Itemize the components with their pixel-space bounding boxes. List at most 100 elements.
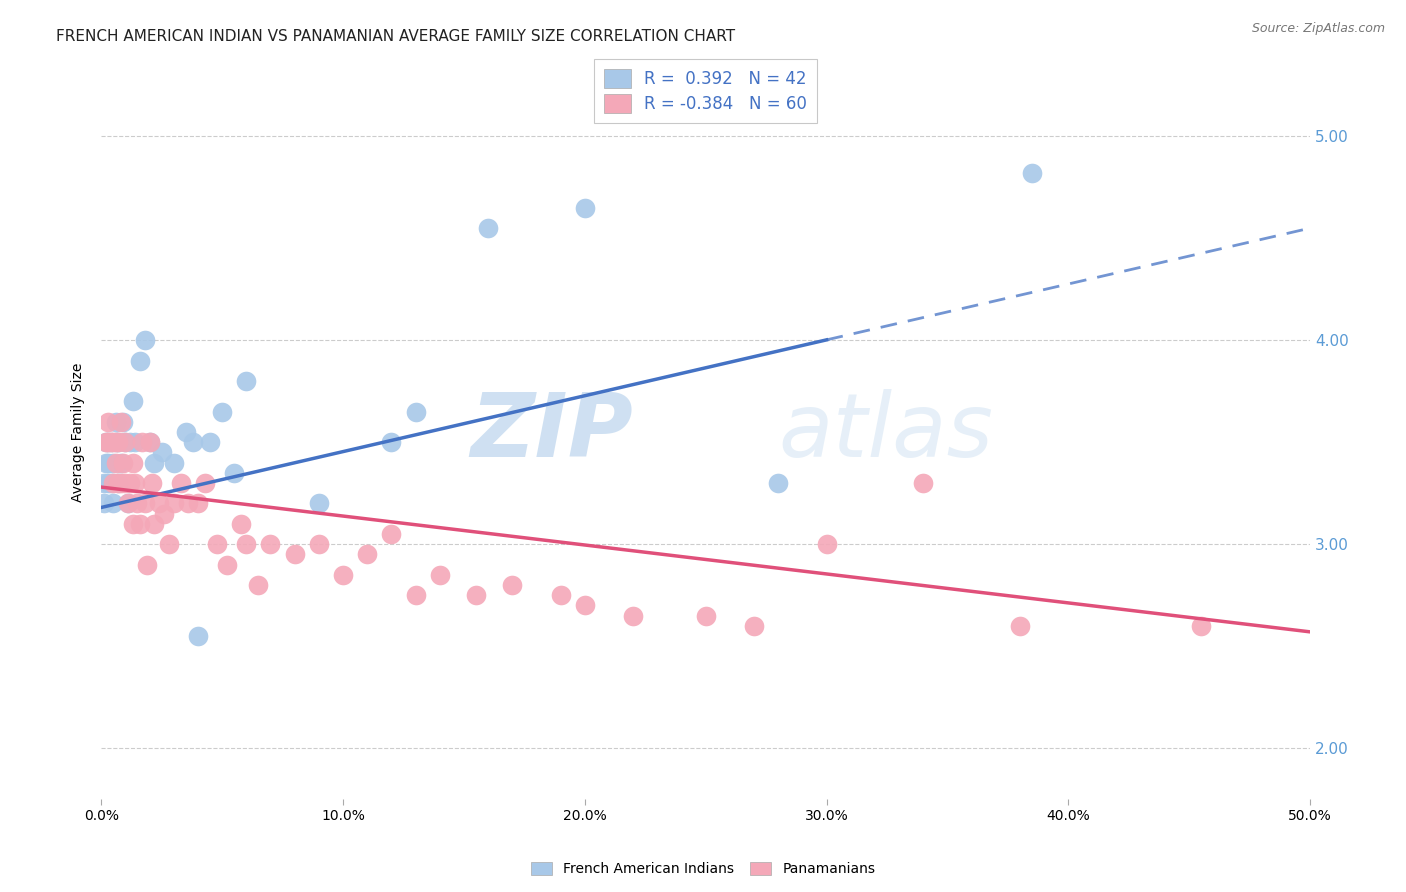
Point (224, 466, 246, 480)
Point (1021, 166, 1043, 180)
Point (110, 415, 132, 429)
Point (100, 435, 122, 450)
Point (148, 496, 170, 510)
Point (127, 496, 149, 510)
Point (100, 475, 122, 490)
Point (177, 496, 200, 510)
Point (1189, 619, 1212, 633)
Text: ZIP: ZIP (471, 389, 633, 475)
Point (110, 456, 132, 470)
Point (111, 456, 134, 470)
Point (97, 435, 120, 450)
Point (134, 333, 156, 347)
Point (104, 456, 127, 470)
Point (107, 435, 129, 450)
Text: atlas: atlas (778, 389, 993, 475)
Point (120, 435, 142, 450)
Point (163, 496, 186, 510)
Point (121, 456, 143, 470)
Point (477, 221, 499, 235)
Point (138, 435, 160, 450)
Point (107, 435, 129, 450)
Point (163, 456, 186, 470)
Point (100, 435, 122, 450)
Point (121, 394, 143, 409)
Point (103, 496, 125, 510)
Point (107, 475, 129, 490)
Point (131, 435, 153, 450)
Point (104, 435, 127, 450)
Point (103, 435, 125, 450)
Point (231, 516, 253, 531)
Point (117, 496, 139, 510)
Point (574, 201, 596, 215)
Point (1008, 619, 1031, 633)
Point (501, 578, 523, 592)
Point (97, 415, 120, 429)
Y-axis label: Average Family Size: Average Family Size (72, 362, 86, 501)
Point (198, 435, 221, 450)
Point (103, 475, 125, 490)
Text: FRENCH AMERICAN INDIAN VS PANAMANIAN AVERAGE FAMILY SIZE CORRELATION CHART: FRENCH AMERICAN INDIAN VS PANAMANIAN AVE… (56, 29, 735, 45)
Point (114, 475, 136, 490)
Point (356, 547, 378, 561)
Point (97, 435, 120, 450)
Point (104, 435, 127, 450)
Point (128, 353, 150, 368)
Point (157, 537, 180, 551)
Legend: French American Indians, Panamanians: French American Indians, Panamanians (527, 858, 879, 880)
Point (247, 578, 270, 592)
Point (107, 475, 129, 490)
Text: Source: ZipAtlas.com: Source: ZipAtlas.com (1251, 22, 1385, 36)
Point (235, 537, 257, 551)
Point (114, 435, 136, 450)
Point (766, 475, 789, 490)
Point (124, 475, 146, 490)
Point (405, 588, 427, 602)
Point (121, 516, 143, 531)
Point (308, 537, 330, 551)
Point (136, 558, 159, 572)
Point (211, 404, 233, 418)
Point (187, 496, 209, 510)
Point (912, 475, 935, 490)
Point (332, 567, 354, 582)
Point (141, 475, 163, 490)
Point (93, 475, 115, 490)
Point (187, 629, 209, 643)
Point (94, 435, 117, 450)
Point (111, 415, 134, 429)
Point (104, 415, 127, 429)
Point (465, 588, 488, 602)
Point (117, 496, 139, 510)
Point (550, 588, 572, 602)
Point (128, 516, 150, 531)
Point (621, 608, 644, 623)
Point (97, 475, 120, 490)
Point (103, 456, 125, 470)
Point (94, 456, 117, 470)
Point (405, 404, 427, 418)
Point (114, 435, 136, 450)
Point (143, 516, 166, 531)
Point (138, 435, 160, 450)
Legend: R =  0.392   N = 42, R = -0.384   N = 60: R = 0.392 N = 42, R = -0.384 N = 60 (595, 59, 817, 123)
Point (150, 445, 173, 459)
Point (134, 496, 156, 510)
Point (153, 507, 176, 521)
Point (259, 537, 281, 551)
Point (124, 435, 146, 450)
Point (742, 619, 765, 633)
Point (93, 496, 115, 510)
Point (429, 567, 451, 582)
Point (143, 456, 166, 470)
Point (380, 435, 402, 450)
Point (215, 558, 238, 572)
Point (574, 599, 596, 613)
Point (380, 527, 402, 541)
Point (235, 374, 257, 388)
Point (695, 608, 717, 623)
Point (207, 537, 229, 551)
Point (174, 425, 197, 439)
Point (94, 435, 117, 450)
